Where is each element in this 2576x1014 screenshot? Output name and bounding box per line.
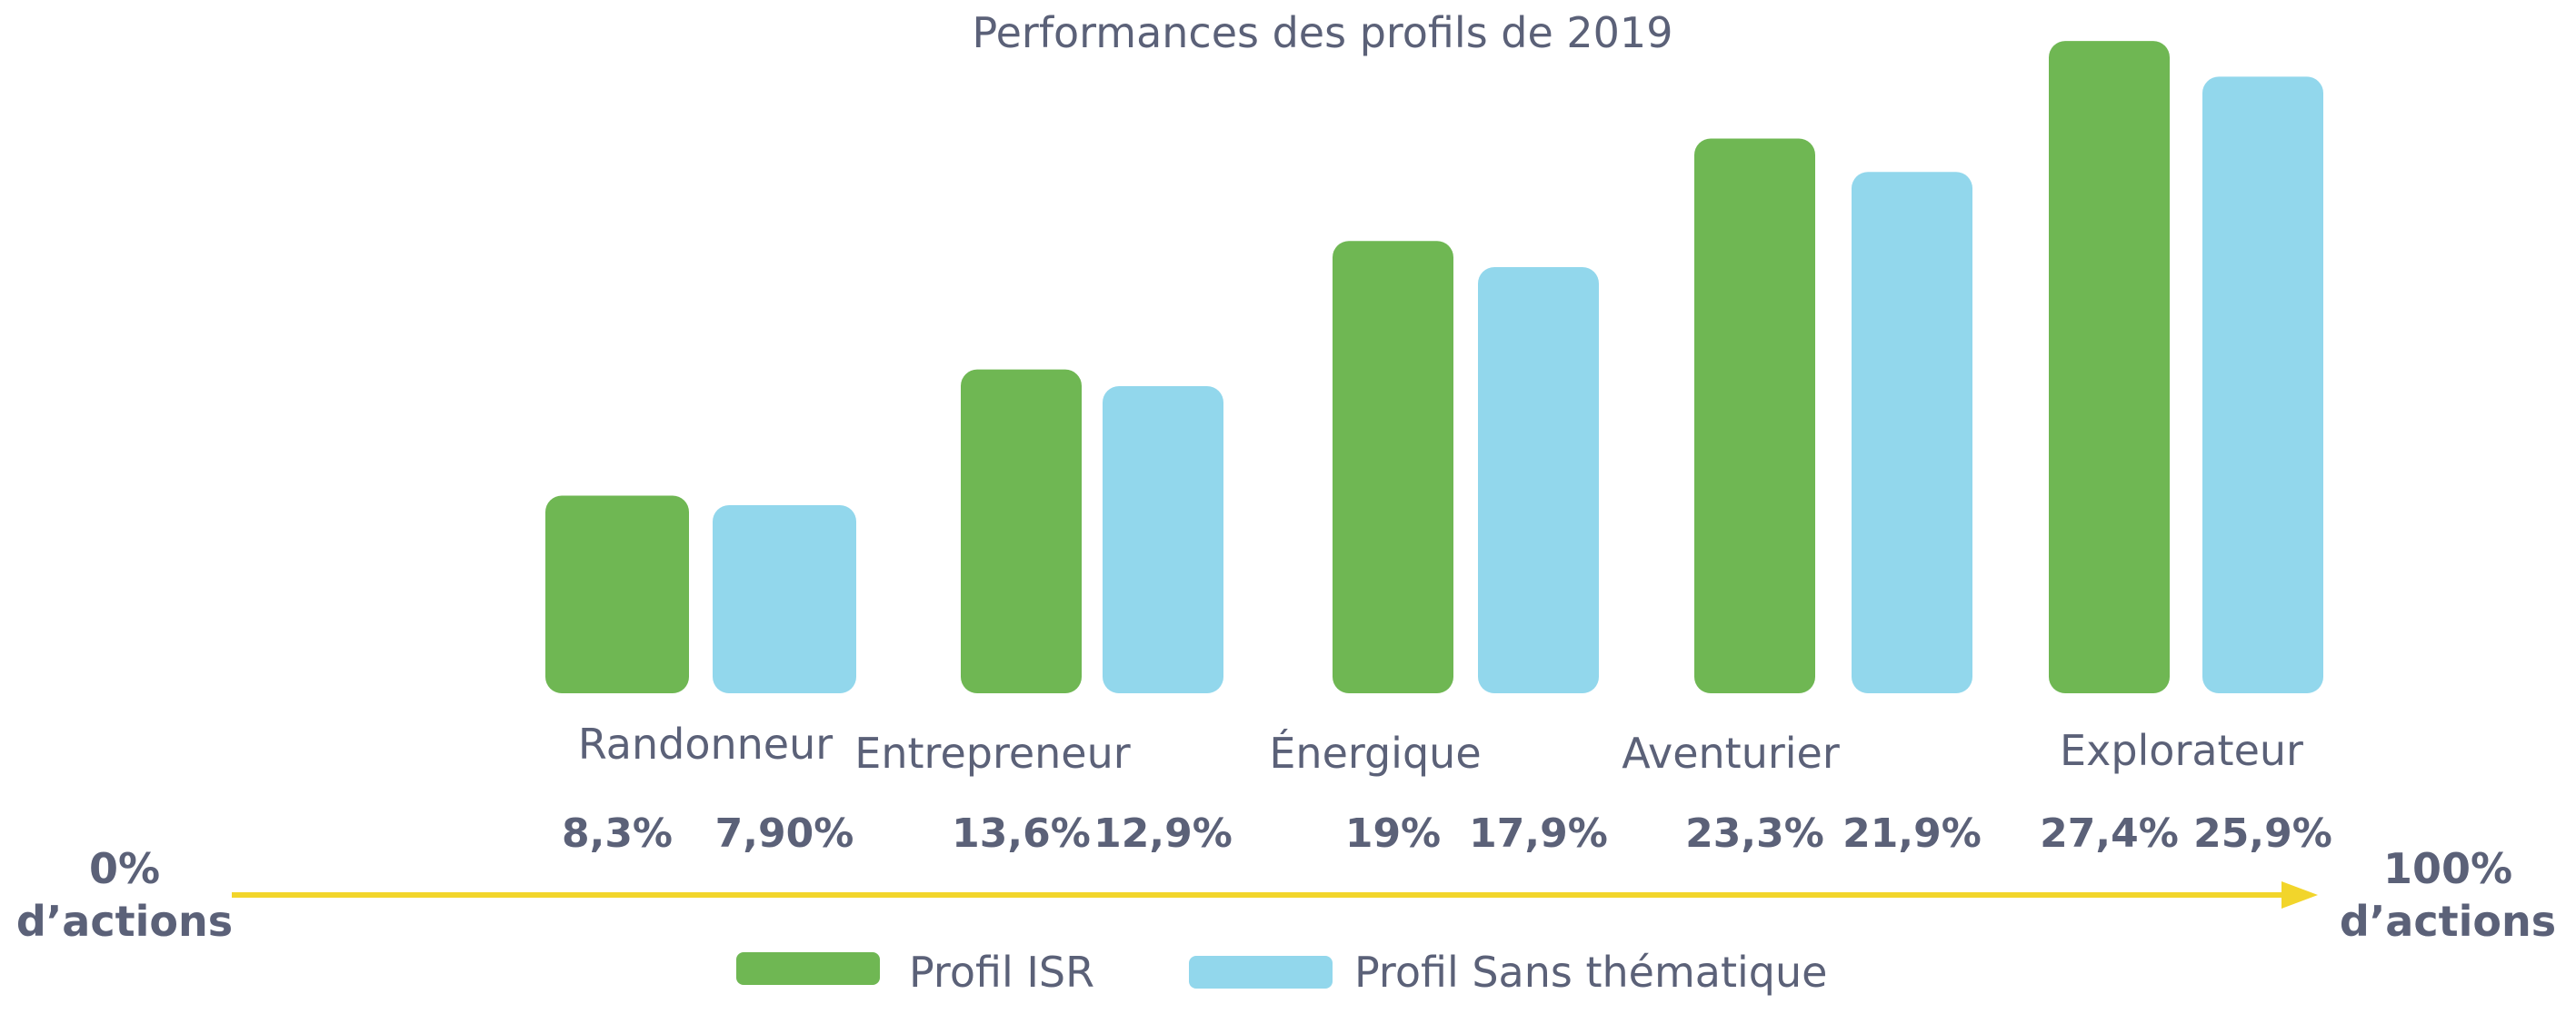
value-label-isr-2: 19%	[1345, 810, 1441, 857]
axis-left-label-bottom: d’actions	[16, 897, 233, 946]
value-label-isr-3: 23,3%	[1685, 810, 1824, 857]
value-label-sans-thematique-2: 17,9%	[1469, 810, 1608, 857]
risk-axis: 0% d’actions 100% d’actions	[16, 844, 2556, 946]
category-label-4: Explorateur	[2060, 726, 2303, 775]
value-label-isr-0: 8,3%	[562, 810, 673, 857]
value-label-sans-thematique-1: 12,9%	[1093, 810, 1233, 857]
bar-isr-3	[1694, 138, 1815, 694]
legend-label-profil-sans-thematique: Profil Sans thématique	[1354, 948, 1827, 997]
bars-group	[545, 41, 2323, 694]
bar-isr-0	[545, 495, 689, 693]
category-label-2: Énergique	[1269, 729, 1481, 778]
axis-right-label-bottom: d’actions	[2340, 897, 2556, 946]
legend-label-profil-isr: Profil ISR	[909, 948, 1094, 997]
bar-sans-thematique-0	[713, 505, 856, 693]
bar-sans-thematique-1	[1103, 386, 1223, 693]
bar-isr-1	[961, 369, 1082, 693]
value-labels-group: 8,3% 7,90% 13,6% 12,9% 19% 17,9% 23,3% 21,9% 27,…	[562, 810, 2332, 857]
axis-right-label-top: 100%	[2383, 844, 2512, 893]
category-labels-group: Randonneur Entrepreneur Énergique Aventurie…	[578, 720, 2303, 778]
value-label-isr-4: 27,4%	[2040, 810, 2179, 857]
axis-left-label-top: 0%	[89, 844, 160, 893]
bar-sans-thematique-3	[1852, 172, 1972, 694]
bar-sans-thematique-2	[1478, 267, 1599, 693]
legend-swatch-profil-isr	[736, 952, 880, 985]
value-label-sans-thematique-3: 21,9%	[1842, 810, 1982, 857]
axis-arrow-head	[2281, 881, 2318, 909]
bar-isr-2	[1333, 241, 1453, 693]
category-label-1: Entrepreneur	[854, 729, 1130, 778]
value-label-sans-thematique-4: 25,9%	[2193, 810, 2332, 857]
legend-swatch-profil-sans-thematique	[1189, 956, 1333, 989]
bar-sans-thematique-4	[2202, 76, 2323, 694]
bar-isr-4	[2049, 41, 2170, 694]
legend: Profil ISR Profil Sans thématique	[736, 948, 1827, 997]
value-label-sans-thematique-0: 7,90%	[715, 810, 854, 857]
value-label-isr-1: 13,6%	[952, 810, 1091, 857]
chart-title: Performances des profils de 2019	[973, 8, 1673, 57]
category-label-3: Aventurier	[1622, 729, 1840, 778]
category-label-0: Randonneur	[578, 720, 833, 769]
